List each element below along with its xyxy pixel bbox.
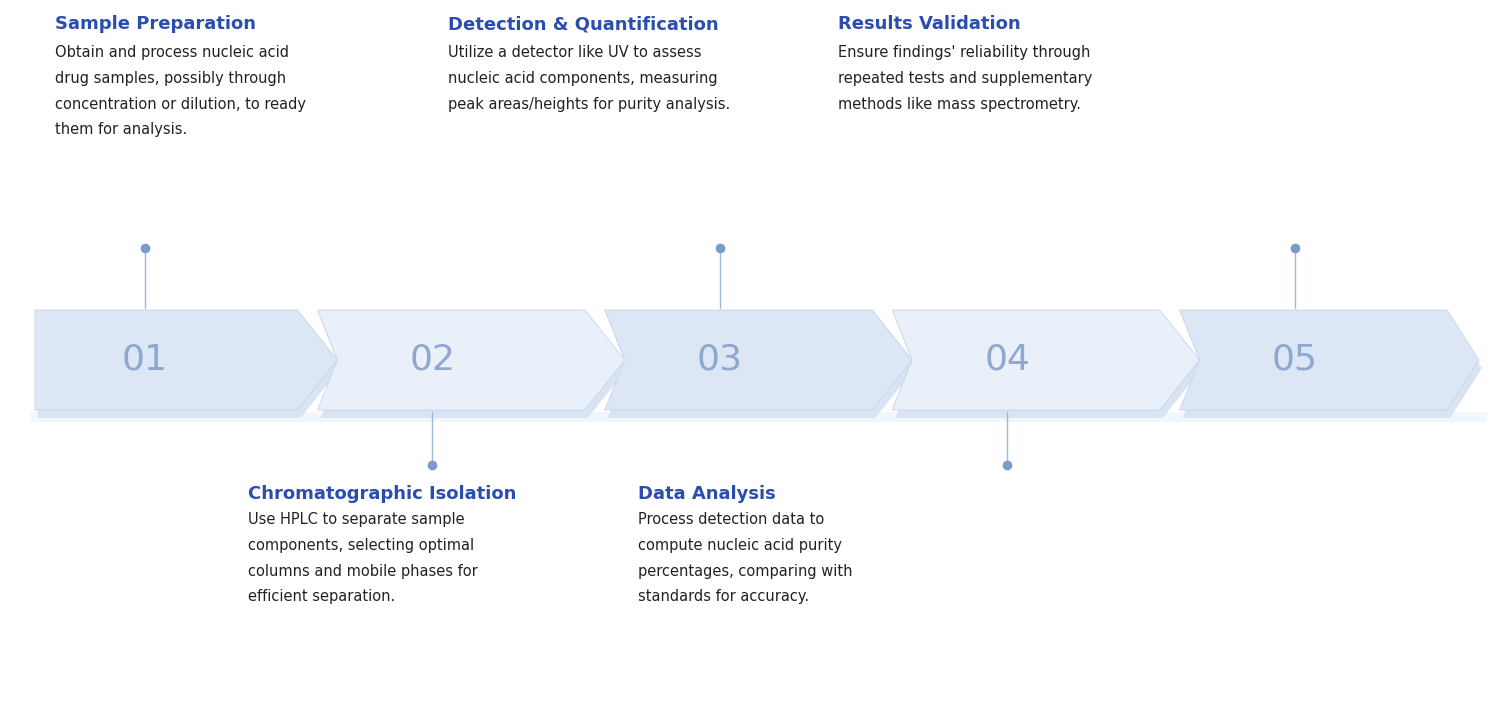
Text: Detection & Quantification: Detection & Quantification — [448, 15, 719, 33]
Text: Use HPLC to separate sample
components, selecting optimal
columns and mobile pha: Use HPLC to separate sample components, … — [249, 512, 478, 605]
Polygon shape — [320, 318, 627, 418]
Text: Sample Preparation: Sample Preparation — [55, 15, 256, 33]
Text: 03: 03 — [696, 343, 743, 377]
Text: Obtain and process nucleic acid
drug samples, possibly through
concentration or : Obtain and process nucleic acid drug sam… — [55, 45, 305, 138]
Polygon shape — [1180, 310, 1479, 410]
Polygon shape — [895, 318, 1202, 418]
Text: Chromatographic Isolation: Chromatographic Isolation — [249, 485, 516, 503]
Text: 05: 05 — [1271, 343, 1317, 377]
Polygon shape — [892, 310, 1199, 410]
Polygon shape — [30, 412, 1487, 422]
Polygon shape — [608, 318, 915, 418]
Polygon shape — [37, 318, 340, 418]
Text: Results Validation: Results Validation — [838, 15, 1021, 33]
Polygon shape — [1183, 318, 1482, 418]
Text: 01: 01 — [121, 343, 168, 377]
Polygon shape — [34, 310, 337, 410]
Polygon shape — [605, 310, 912, 410]
Text: Utilize a detector like UV to assess
nucleic acid components, measuring
peak are: Utilize a detector like UV to assess nuc… — [448, 45, 731, 111]
Text: 02: 02 — [409, 343, 455, 377]
Text: Data Analysis: Data Analysis — [638, 485, 775, 503]
Polygon shape — [317, 310, 624, 410]
Text: Process detection data to
compute nucleic acid purity
percentages, comparing wit: Process detection data to compute nuclei… — [638, 512, 852, 605]
Text: 04: 04 — [984, 343, 1030, 377]
Text: Ensure findings' reliability through
repeated tests and supplementary
methods li: Ensure findings' reliability through rep… — [838, 45, 1093, 111]
